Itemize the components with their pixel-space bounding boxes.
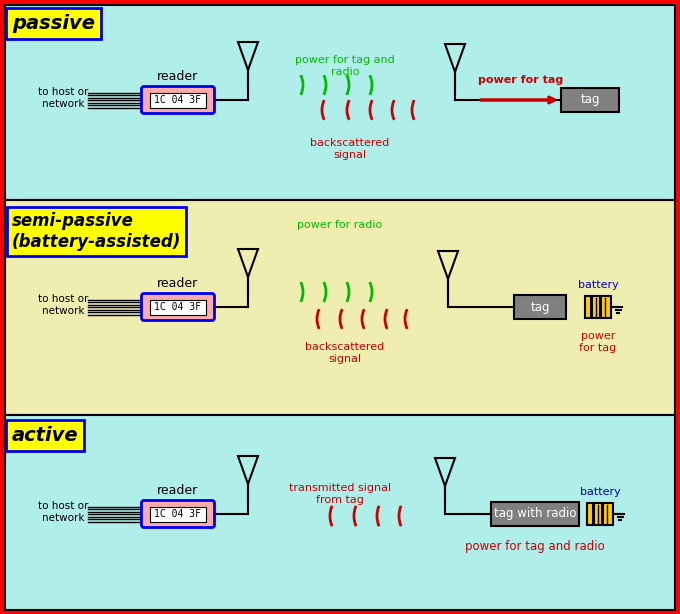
Text: reader: reader — [157, 277, 199, 290]
Text: active: active — [12, 426, 79, 445]
FancyBboxPatch shape — [141, 87, 214, 114]
Bar — [150, 300, 206, 314]
Text: tag with radio: tag with radio — [494, 508, 576, 521]
Text: backscattered
signal: backscattered signal — [305, 342, 385, 363]
Bar — [5, 200, 675, 415]
Bar — [5, 5, 675, 200]
Bar — [491, 502, 579, 526]
Text: backscattered
signal: backscattered signal — [310, 138, 390, 160]
Text: to host or
network: to host or network — [38, 501, 88, 523]
Bar — [5, 415, 675, 610]
Text: power for tag and
radio: power for tag and radio — [295, 55, 395, 77]
Bar — [150, 507, 206, 521]
Text: power for radio: power for radio — [297, 220, 383, 230]
Text: power for tag: power for tag — [478, 75, 563, 85]
FancyBboxPatch shape — [141, 293, 214, 321]
Text: to host or
network: to host or network — [38, 294, 88, 316]
Text: 1C 04 3F: 1C 04 3F — [154, 302, 201, 312]
Bar — [150, 93, 206, 107]
Text: power
for tag: power for tag — [579, 331, 617, 352]
Bar — [585, 296, 611, 318]
Text: power for tag and radio: power for tag and radio — [465, 540, 605, 553]
Text: battery: battery — [579, 487, 620, 497]
Bar — [587, 503, 613, 525]
Text: 1C 04 3F: 1C 04 3F — [154, 95, 201, 105]
Text: battery: battery — [577, 280, 618, 290]
Text: tag: tag — [580, 93, 600, 106]
Bar — [561, 88, 619, 112]
Text: reader: reader — [157, 70, 199, 83]
Text: transmitted signal
from tag: transmitted signal from tag — [289, 483, 391, 505]
Text: passive: passive — [12, 14, 95, 33]
Bar — [514, 295, 566, 319]
Text: reader: reader — [157, 484, 199, 497]
Text: to host or
network: to host or network — [38, 87, 88, 109]
Text: tag: tag — [530, 300, 549, 314]
Text: 1C 04 3F: 1C 04 3F — [154, 509, 201, 519]
FancyBboxPatch shape — [141, 500, 214, 527]
Text: semi-passive
(battery-assisted): semi-passive (battery-assisted) — [12, 212, 182, 251]
